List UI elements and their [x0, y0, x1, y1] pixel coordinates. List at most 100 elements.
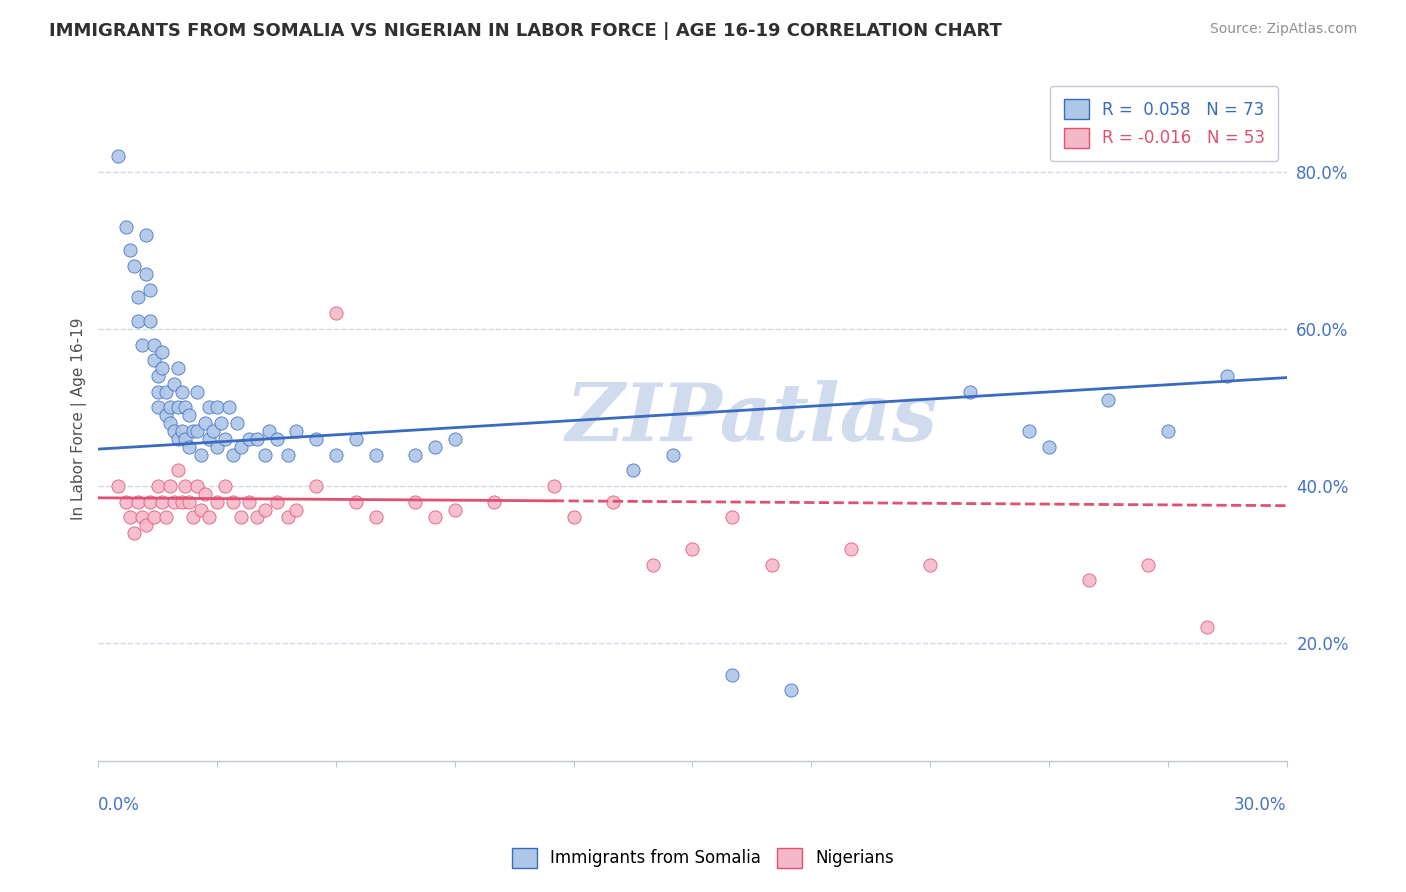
Point	[118, 510, 141, 524]
Point	[127, 314, 149, 328]
Point	[127, 494, 149, 508]
Point	[142, 337, 165, 351]
Point	[170, 424, 193, 438]
Text: ZIPatlas: ZIPatlas	[565, 381, 938, 458]
Point	[214, 479, 236, 493]
Point	[107, 149, 129, 163]
Point	[115, 219, 138, 234]
Point	[364, 448, 387, 462]
Point	[253, 502, 276, 516]
Point	[226, 416, 249, 430]
Point	[150, 494, 173, 508]
Point	[198, 510, 221, 524]
Point	[1216, 369, 1239, 384]
Point	[285, 502, 308, 516]
Point	[170, 384, 193, 399]
Point	[183, 510, 205, 524]
Point	[959, 384, 981, 399]
Point	[162, 376, 184, 391]
Point	[246, 510, 269, 524]
Point	[277, 448, 299, 462]
Point	[155, 510, 177, 524]
Point	[179, 494, 201, 508]
Point	[179, 409, 201, 423]
Point	[543, 479, 565, 493]
Text: Source: ZipAtlas.com: Source: ZipAtlas.com	[1209, 22, 1357, 37]
Point	[183, 424, 205, 438]
Point	[214, 432, 236, 446]
Legend: Immigrants from Somalia, Nigerians: Immigrants from Somalia, Nigerians	[505, 841, 901, 875]
Point	[135, 227, 157, 242]
Point	[602, 494, 624, 508]
Point	[107, 479, 129, 493]
Point	[190, 502, 212, 516]
Point	[115, 494, 138, 508]
Point	[198, 432, 221, 446]
Point	[277, 510, 299, 524]
Point	[325, 448, 347, 462]
Point	[721, 667, 744, 681]
Point	[155, 384, 177, 399]
Point	[186, 479, 208, 493]
Point	[1097, 392, 1119, 407]
Point	[404, 494, 426, 508]
Point	[198, 401, 221, 415]
Point	[159, 401, 181, 415]
Text: IMMIGRANTS FROM SOMALIA VS NIGERIAN IN LABOR FORCE | AGE 16-19 CORRELATION CHART: IMMIGRANTS FROM SOMALIA VS NIGERIAN IN L…	[49, 22, 1002, 40]
Point	[135, 518, 157, 533]
Point	[150, 345, 173, 359]
Point	[404, 448, 426, 462]
Point	[202, 424, 225, 438]
Point	[146, 479, 169, 493]
Point	[266, 432, 288, 446]
Point	[190, 448, 212, 462]
Point	[1157, 424, 1180, 438]
Point	[139, 314, 162, 328]
Point	[780, 683, 803, 698]
Point	[443, 432, 465, 446]
Point	[127, 290, 149, 304]
Point	[641, 558, 664, 572]
Point	[257, 424, 280, 438]
Point	[159, 479, 181, 493]
Point	[344, 432, 367, 446]
Point	[142, 510, 165, 524]
Point	[761, 558, 783, 572]
Point	[229, 510, 252, 524]
Point	[146, 369, 169, 384]
Point	[1038, 440, 1060, 454]
Point	[1077, 574, 1099, 588]
Point	[162, 494, 184, 508]
Point	[721, 510, 744, 524]
Point	[135, 267, 157, 281]
Text: 0.0%: 0.0%	[98, 797, 141, 814]
Point	[344, 494, 367, 508]
Point	[1018, 424, 1040, 438]
Point	[218, 401, 240, 415]
Point	[205, 401, 228, 415]
Point	[682, 541, 704, 556]
Point	[166, 432, 188, 446]
Point	[325, 306, 347, 320]
Point	[186, 424, 208, 438]
Point	[194, 416, 217, 430]
Point	[1197, 620, 1219, 634]
Point	[174, 479, 197, 493]
Point	[155, 409, 177, 423]
Legend: R =  0.058   N = 73, R = -0.016   N = 53: R = 0.058 N = 73, R = -0.016 N = 53	[1050, 86, 1278, 161]
Point	[122, 526, 145, 541]
Point	[186, 384, 208, 399]
Point	[166, 463, 188, 477]
Point	[423, 440, 446, 454]
Point	[179, 440, 201, 454]
Point	[139, 283, 162, 297]
Point	[443, 502, 465, 516]
Point	[170, 494, 193, 508]
Point	[285, 424, 308, 438]
Point	[139, 494, 162, 508]
Point	[661, 448, 683, 462]
Point	[305, 432, 328, 446]
Point	[238, 494, 260, 508]
Text: 30.0%: 30.0%	[1234, 797, 1286, 814]
Point	[142, 353, 165, 368]
